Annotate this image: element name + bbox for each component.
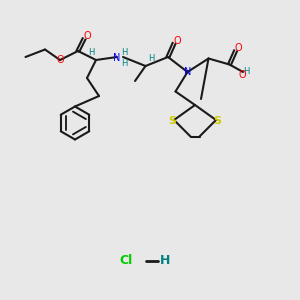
Text: H: H [121,58,128,68]
Text: S: S [214,116,221,127]
Text: O: O [83,31,91,41]
Text: H: H [121,48,128,57]
Text: H: H [160,254,170,268]
Text: O: O [234,43,242,53]
Text: N: N [184,67,191,77]
Text: H: H [148,54,155,63]
Text: O: O [173,35,181,46]
Text: S: S [169,116,176,127]
Text: H: H [88,48,95,57]
Text: H: H [243,68,250,76]
Text: O: O [56,55,64,65]
Text: O: O [238,70,246,80]
Text: N: N [113,53,121,64]
Text: Cl: Cl [119,254,133,268]
